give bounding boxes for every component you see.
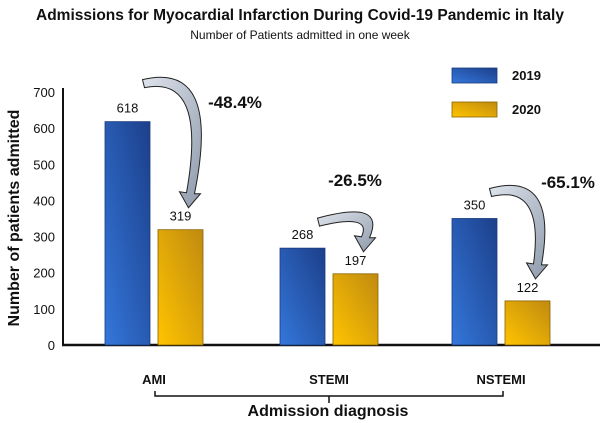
- change-arrow-icon: [488, 184, 549, 280]
- x-category-bracket: [154, 391, 504, 403]
- percent-change-label: -48.4%: [208, 93, 262, 112]
- chart-subtitle: Number of Patients admitted in one week: [190, 28, 410, 42]
- y-tick-label: 600: [33, 121, 55, 136]
- data-label: 618: [117, 101, 139, 116]
- data-label: 350: [464, 198, 486, 213]
- legend-swatch-2020: [451, 101, 498, 118]
- percent-change-label: -26.5%: [328, 171, 382, 190]
- bar-ami-2019: [104, 121, 151, 346]
- data-label: 319: [170, 209, 192, 224]
- data-label: 197: [345, 253, 367, 268]
- legend-label: 2020: [512, 102, 541, 117]
- y-tick-label: 500: [33, 157, 55, 172]
- data-label: 122: [517, 280, 539, 295]
- y-axis-label: Number of patients admitted: [6, 110, 23, 327]
- bar-stemi-2019: [279, 247, 326, 346]
- y-tick-label: 300: [33, 230, 55, 245]
- x-tick-label: AMI: [142, 372, 166, 387]
- bar-stemi-2020: [332, 273, 379, 346]
- data-label: 268: [292, 227, 314, 242]
- chart-title: Admissions for Myocardial Infarction Dur…: [36, 7, 564, 24]
- bar-ami-2020: [157, 229, 204, 346]
- x-tick-label: NSTEMI: [476, 372, 525, 387]
- y-tick-label: 200: [33, 266, 55, 281]
- y-tick-label: 700: [33, 85, 55, 100]
- x-axis-label: Admission diagnosis: [248, 403, 409, 420]
- percent-change-label: -65.1%: [541, 173, 595, 192]
- y-tick-label: 100: [33, 302, 55, 317]
- y-tick-label: 0: [48, 338, 55, 353]
- change-arrow-icon: [141, 76, 202, 209]
- bar-nstemi-2019: [451, 218, 498, 346]
- legend-label: 2019: [512, 68, 541, 83]
- legend-swatch-2019: [451, 67, 498, 84]
- x-tick-label: STEMI: [309, 372, 349, 387]
- change-arrow-icon: [316, 211, 377, 253]
- bar-nstemi-2020: [504, 300, 551, 346]
- y-tick-label: 400: [33, 193, 55, 208]
